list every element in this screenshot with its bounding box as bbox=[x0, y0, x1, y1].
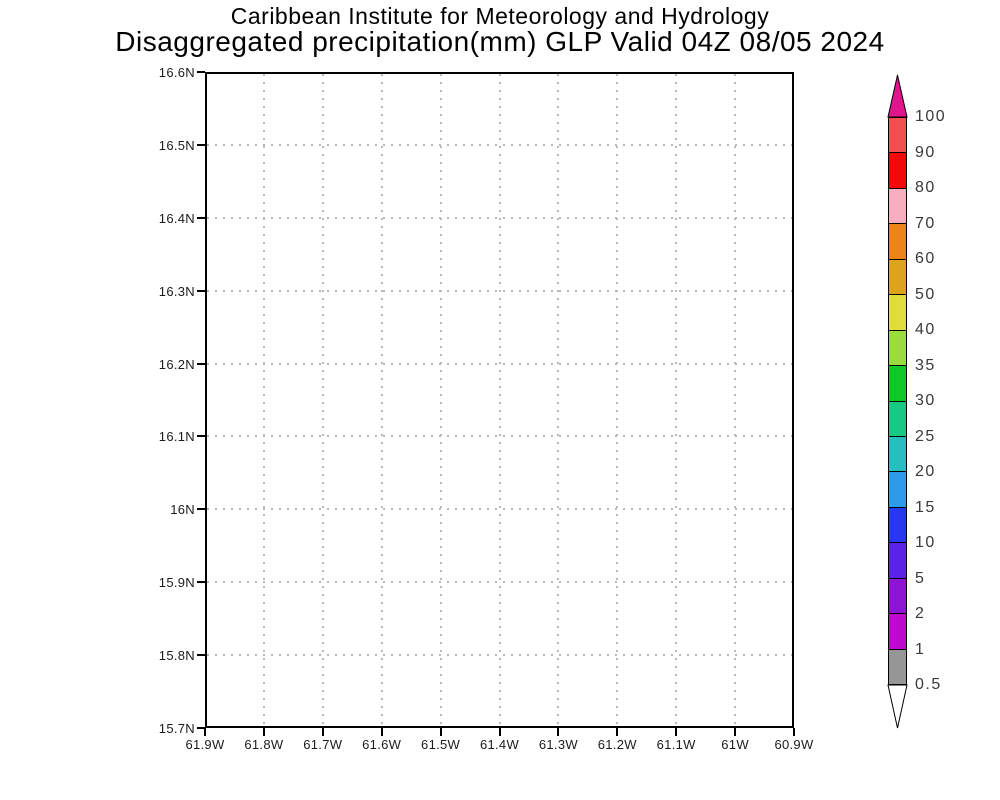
plot-title: Disaggregated precipitation(mm) GLP Vali… bbox=[115, 26, 885, 57]
x-tick bbox=[734, 728, 737, 736]
y-tick bbox=[197, 727, 205, 729]
x-tick-label: 61W bbox=[721, 737, 749, 752]
x-tick bbox=[321, 728, 324, 736]
colorbar-label: 60 bbox=[915, 250, 936, 267]
colorbar-label: 1 bbox=[915, 640, 926, 658]
colorbar-label: 40 bbox=[915, 321, 936, 338]
colorbar-band bbox=[889, 578, 906, 615]
grid-line-vertical bbox=[675, 74, 678, 726]
colorbar-label: 50 bbox=[915, 285, 936, 303]
grid-line-vertical bbox=[262, 74, 265, 726]
colorbar-band bbox=[889, 188, 906, 225]
colorbar-label: 25 bbox=[915, 427, 936, 445]
colorbar-band bbox=[889, 295, 906, 331]
colorbar-band bbox=[889, 543, 906, 579]
y-tick-label: 15.7N bbox=[158, 721, 195, 736]
x-tick-label: 61.5W bbox=[421, 737, 461, 752]
x-tick bbox=[793, 728, 795, 736]
x-tick-label: 61.1W bbox=[656, 737, 696, 752]
grid-line-vertical bbox=[734, 74, 737, 726]
y-tick-label: 15.8N bbox=[158, 648, 195, 664]
colorbar-under-arrow-icon bbox=[887, 684, 908, 729]
colorbar-band bbox=[889, 330, 906, 367]
x-tick bbox=[439, 728, 442, 736]
x-tick bbox=[498, 728, 501, 736]
colorbar-label: 100 bbox=[915, 108, 947, 125]
x-tick bbox=[204, 728, 206, 736]
x-tick-label: 61.2W bbox=[597, 737, 637, 752]
colorbar-band bbox=[889, 507, 906, 544]
colorbar-label: 80 bbox=[915, 179, 936, 196]
y-tick bbox=[197, 143, 205, 146]
colorbar-legend bbox=[888, 117, 907, 685]
x-tick bbox=[262, 728, 265, 736]
colorbar-label: 10 bbox=[915, 534, 936, 551]
colorbar-label: 70 bbox=[915, 214, 936, 232]
colorbar-label: 35 bbox=[915, 356, 936, 374]
x-tick bbox=[675, 728, 678, 736]
y-tick-label: 16.5N bbox=[158, 137, 195, 153]
y-tick bbox=[197, 508, 205, 511]
colorbar-band bbox=[889, 259, 906, 296]
colorbar-label: 2 bbox=[915, 605, 926, 622]
x-tick-label: 61.9W bbox=[185, 737, 225, 752]
y-tick-label: 16.4N bbox=[158, 210, 195, 226]
y-tick-label: 16.6N bbox=[158, 65, 195, 80]
institution-title: Caribbean Institute for Meteorology and … bbox=[230, 3, 770, 29]
grid-line-vertical bbox=[616, 74, 619, 726]
y-tick bbox=[197, 71, 205, 73]
grid-line-vertical bbox=[321, 74, 324, 726]
x-tick bbox=[380, 728, 383, 736]
colorbar-band bbox=[889, 366, 906, 402]
colorbar-band bbox=[889, 614, 906, 650]
y-tick-label: 15.9N bbox=[158, 575, 195, 591]
x-tick bbox=[557, 728, 560, 736]
grid-line-vertical bbox=[557, 74, 560, 726]
colorbar-label: 15 bbox=[915, 498, 936, 516]
x-tick-label: 60.9W bbox=[774, 737, 814, 752]
y-tick bbox=[197, 435, 205, 438]
x-tick-label: 61.4W bbox=[479, 737, 520, 752]
y-tick bbox=[197, 362, 205, 365]
x-tick-label: 61.7W bbox=[303, 737, 343, 752]
colorbar-band bbox=[889, 649, 906, 684]
colorbar-band bbox=[889, 401, 906, 437]
y-tick-label: 16.1N bbox=[158, 429, 195, 445]
grid-line-vertical bbox=[439, 74, 442, 726]
colorbar-label: 30 bbox=[915, 392, 936, 409]
y-tick-label: 16.2N bbox=[158, 356, 195, 372]
x-tick-label: 61.6W bbox=[362, 737, 402, 752]
colorbar-label: 0.5 bbox=[915, 676, 942, 693]
colorbar-band bbox=[889, 153, 906, 189]
grid-line-vertical bbox=[498, 74, 501, 726]
y-tick bbox=[197, 581, 205, 584]
chart-titles: Caribbean Institute for Meteorology and … bbox=[0, 3, 1000, 56]
colorbar-arrows bbox=[887, 74, 908, 729]
y-tick bbox=[197, 654, 205, 657]
y-tick bbox=[197, 289, 205, 292]
x-tick-label: 61.8W bbox=[244, 737, 284, 752]
colorbar-label: 90 bbox=[915, 143, 936, 161]
colorbar-label: 20 bbox=[915, 463, 936, 480]
x-tick bbox=[616, 728, 619, 736]
y-tick-label: 16.3N bbox=[158, 283, 195, 299]
colorbar-band bbox=[889, 118, 906, 154]
colorbar-label: 5 bbox=[915, 569, 926, 587]
colorbar-band bbox=[889, 472, 906, 508]
x-tick-label: 61.3W bbox=[538, 737, 578, 752]
y-tick-label: 16N bbox=[170, 502, 195, 518]
grid-line-vertical bbox=[380, 74, 383, 726]
colorbar-band bbox=[889, 224, 906, 260]
y-tick bbox=[197, 216, 205, 219]
colorbar-over-arrow-icon bbox=[887, 74, 908, 118]
colorbar-band bbox=[889, 436, 906, 473]
